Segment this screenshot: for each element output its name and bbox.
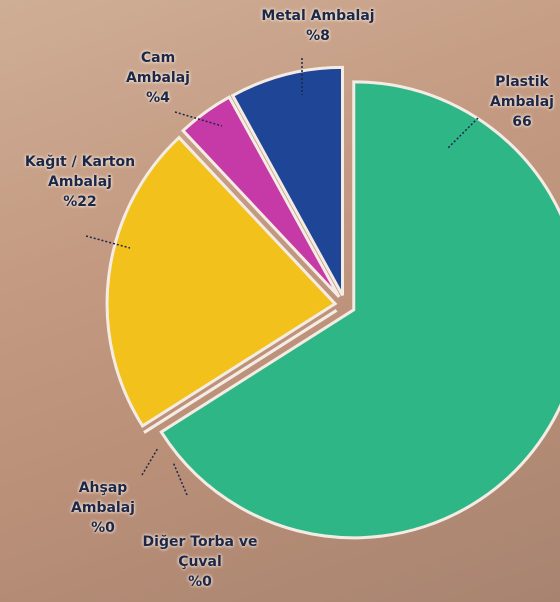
category-label: Kağıt / Karton Ambalaj xyxy=(10,152,150,192)
category-label: Metal Ambalaj xyxy=(248,6,388,26)
slice-label: Kağıt / Karton Ambalaj%22 xyxy=(10,152,150,212)
slice-label: Diğer Torba ve Çuval%0 xyxy=(140,532,260,592)
leader-line xyxy=(142,448,158,475)
slice-label: Metal Ambalaj%8 xyxy=(248,6,388,46)
category-label: Diğer Torba ve Çuval xyxy=(140,532,260,572)
category-label: Ahşap Ambalaj xyxy=(63,478,143,518)
value-label: %0 xyxy=(63,518,143,538)
slice-label: Ahşap Ambalaj%0 xyxy=(63,478,143,538)
value-label: %0 xyxy=(140,572,260,592)
category-label: Plastik Ambalaj xyxy=(482,72,560,112)
value-label: %22 xyxy=(10,192,150,212)
chart: Plastik Ambalaj66Diğer Torba ve Çuval%0A… xyxy=(0,0,560,602)
slice-label: Cam Ambalaj%4 xyxy=(118,48,198,108)
leader-line xyxy=(173,462,187,495)
category-label: Cam Ambalaj xyxy=(118,48,198,88)
value-label: 66 xyxy=(482,112,560,132)
value-label: %8 xyxy=(248,26,388,46)
value-label: %4 xyxy=(118,88,198,108)
